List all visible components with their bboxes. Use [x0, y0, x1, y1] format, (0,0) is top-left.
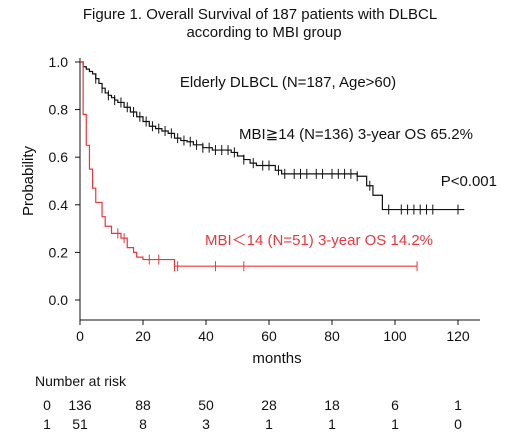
- risk-cell: 3: [202, 416, 210, 432]
- series-label-mbi-low: MBI＜14 (N=51) 3-year OS 14.2%: [205, 232, 433, 249]
- risk-cell: 18: [324, 397, 340, 413]
- survival-curve-0: [80, 61, 465, 211]
- x-tick-label: 40: [198, 328, 214, 344]
- risk-row-group: 0: [43, 397, 51, 413]
- risk-cell: 1: [265, 416, 273, 432]
- y-axis-label: Probability: [20, 145, 37, 216]
- risk-cell: 50: [198, 397, 214, 413]
- title-line-1: Figure 1. Overall Survival of 187 patien…: [82, 6, 438, 23]
- axes: 0 20 40 60 80 100 120 0.0 0.2 0.4 0.6 0.8 1.0: [49, 54, 480, 344]
- survival-curve-1: [80, 61, 418, 267]
- y-tick-label: 0.2: [49, 244, 69, 260]
- x-tick-label: 20: [135, 328, 151, 344]
- risk-row-group: 1: [43, 416, 51, 432]
- y-tick-label: 0.8: [49, 102, 69, 118]
- chart-subtitle: Elderly DLBCL (N=187, Age>60): [180, 74, 396, 91]
- risk-cell: 1: [454, 397, 462, 413]
- risk-cell: 28: [261, 397, 277, 413]
- x-tick-label: 60: [261, 328, 277, 344]
- title-line-2: according to MBI group: [186, 24, 342, 41]
- risk-table-label: Number at risk: [35, 373, 127, 389]
- series-label-mbi-high: MBI≧14 (N=136) 3-year OS 65.2%: [239, 126, 473, 143]
- y-tick-label: 0.6: [49, 149, 69, 165]
- risk-cell: 1: [328, 416, 336, 432]
- risk-cell: 1: [391, 416, 399, 432]
- risk-cell: 8: [139, 416, 147, 432]
- y-tick-label: 0.0: [49, 292, 69, 308]
- y-tick-label: 0.4: [49, 197, 69, 213]
- risk-cell: 51: [72, 416, 88, 432]
- x-tick-label: 80: [324, 328, 340, 344]
- series-layer: [80, 61, 465, 272]
- risk-cell: 88: [135, 397, 151, 413]
- risk-cell: 0: [454, 416, 462, 432]
- risk-cell: 136: [68, 397, 92, 413]
- x-tick-label: 0: [76, 328, 84, 344]
- risk-cell: 6: [391, 397, 399, 413]
- y-tick-label: 1.0: [49, 54, 69, 70]
- p-value-label: P<0.001: [441, 173, 497, 190]
- chart-title: Figure 1. Overall Survival of 187 patien…: [0, 6, 520, 42]
- x-tick-label: 100: [383, 328, 407, 344]
- x-tick-label: 120: [446, 328, 470, 344]
- x-axis-label: months: [252, 350, 301, 367]
